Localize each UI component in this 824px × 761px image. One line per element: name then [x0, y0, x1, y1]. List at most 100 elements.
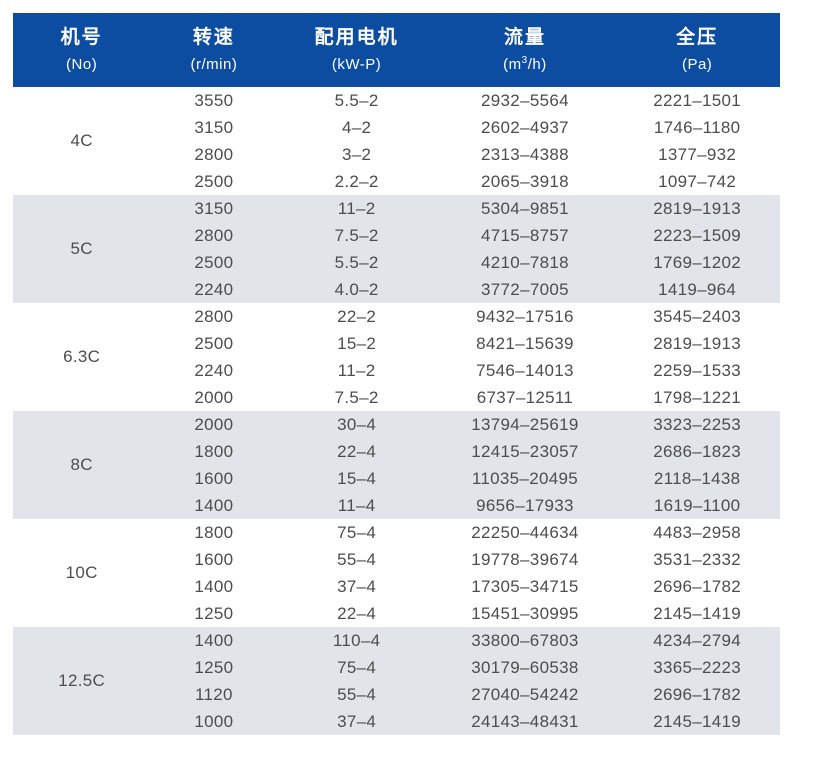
model-cell: 5C	[13, 195, 151, 303]
value-cell: 5304–9851	[435, 195, 615, 222]
table-row: 1000 37–4 24143–48431 2145–1419	[13, 708, 780, 735]
fan-spec-table: 机号 (No) 转速 (r/min) 配用电机 (kW-P) 流量 (m3/h)…	[13, 13, 780, 735]
value-cell: 1400	[150, 492, 278, 519]
value-cell: 19778–39674	[435, 546, 615, 573]
value-cell: 30–4	[277, 411, 436, 438]
table-row: 2500 15–2 8421–15639 2819–1913	[13, 330, 780, 357]
value-cell: 2819–1913	[614, 195, 780, 222]
table-row: 2500 2.2–2 2065–3918 1097–742	[13, 168, 780, 195]
value-cell: 2686–1823	[614, 438, 780, 465]
value-cell: 1800	[150, 438, 278, 465]
value-cell: 9656–17933	[435, 492, 615, 519]
value-cell: 15–2	[277, 330, 436, 357]
value-cell: 13794–25619	[435, 411, 615, 438]
value-cell: 1419–964	[614, 276, 780, 303]
value-cell: 22250–44634	[435, 519, 615, 546]
value-cell: 1619–1100	[614, 492, 780, 519]
value-cell: 5.5–2	[277, 249, 436, 276]
value-cell: 110–4	[277, 627, 436, 654]
table-row: 2240 11–2 7546–14013 2259–1533	[13, 357, 780, 384]
table-row: 4C 3550 5.5–2 2932–5564 2221–1501	[13, 87, 780, 195]
spec-table-body: 4C 3550 5.5–2 2932–5564 2221–1501 3150 4–2 2602…	[13, 87, 780, 735]
value-cell: 2696–1782	[614, 573, 780, 600]
table-row: 6.3C 2800 22–2 9432–17516 3545–2403	[13, 303, 780, 411]
value-cell: 1000	[150, 708, 278, 735]
value-cell: 4–2	[277, 114, 436, 141]
value-cell: 3150	[150, 195, 278, 222]
value-cell: 2602–4937	[435, 114, 615, 141]
value-cell: 2145–1419	[614, 708, 780, 735]
value-cell: 1798–1221	[614, 384, 780, 411]
value-cell: 33800–67803	[435, 627, 615, 654]
header-row: 机号 (No) 转速 (r/min) 配用电机 (kW-P) 流量 (m3/h)…	[13, 13, 780, 87]
value-cell: 12415–23057	[435, 438, 615, 465]
column-header-speed-label: 转速	[192, 26, 235, 48]
value-cell: 1800	[150, 519, 278, 546]
column-header-motor-unit: (kW-P)	[331, 56, 382, 74]
value-cell: 6737–12511	[435, 384, 615, 411]
column-header-motor-label: 配用电机	[314, 26, 399, 48]
value-cell: 75–4	[277, 654, 436, 681]
value-cell: 2.2–2	[277, 168, 436, 195]
column-header-model-label: 机号	[60, 26, 103, 48]
value-cell: 2259–1533	[614, 357, 780, 384]
column-header-speed: 转速 (r/min)	[150, 13, 278, 87]
column-header-model: 机号 (No)	[13, 13, 151, 87]
model-cell: 6.3C	[13, 303, 151, 411]
value-cell: 1600	[150, 465, 278, 492]
value-cell: 3150	[150, 114, 278, 141]
value-cell: 2221–1501	[614, 87, 780, 114]
table-row: 8C 2000 30–4 13794–25619 3323–2253	[13, 411, 780, 519]
value-cell: 3545–2403	[614, 303, 780, 330]
value-cell: 7.5–2	[277, 384, 436, 411]
column-header-pressure-unit: (Pa)	[681, 56, 713, 74]
value-cell: 22–4	[277, 600, 436, 627]
column-header-pressure-label: 全压	[676, 26, 719, 48]
value-cell: 2800	[150, 222, 278, 249]
value-cell: 1250	[150, 600, 278, 627]
value-cell: 27040–54242	[435, 681, 615, 708]
model-cell: 8C	[13, 411, 151, 519]
column-header-flow-label: 流量	[503, 26, 546, 48]
column-header-flow: 流量 (m3/h)	[435, 13, 615, 87]
value-cell: 4234–2794	[614, 627, 780, 654]
value-cell: 2696–1782	[614, 681, 780, 708]
value-cell: 2500	[150, 249, 278, 276]
value-cell: 22–4	[277, 438, 436, 465]
value-cell: 1377–932	[614, 141, 780, 168]
value-cell: 4210–7818	[435, 249, 615, 276]
table-row: 1600 15–4 11035–20495 2118–1438	[13, 465, 780, 492]
table-row: 1250 22–4 15451–30995 2145–1419	[13, 600, 780, 627]
value-cell: 1250	[150, 654, 278, 681]
value-cell: 30179–60538	[435, 654, 615, 681]
value-cell: 55–4	[277, 681, 436, 708]
value-cell: 3772–7005	[435, 276, 615, 303]
value-cell: 3365–2223	[614, 654, 780, 681]
table-row: 2240 4.0–2 3772–7005 1419–964	[13, 276, 780, 303]
value-cell: 5.5–2	[277, 87, 436, 114]
value-cell: 1769–1202	[614, 249, 780, 276]
value-cell: 2500	[150, 330, 278, 357]
value-cell: 3323–2253	[614, 411, 780, 438]
value-cell: 2145–1419	[614, 600, 780, 627]
table-row: 2800 7.5–2 4715–8757 2223–1509	[13, 222, 780, 249]
value-cell: 2819–1913	[614, 330, 780, 357]
value-cell: 2500	[150, 168, 278, 195]
value-cell: 2240	[150, 357, 278, 384]
value-cell: 4715–8757	[435, 222, 615, 249]
table-row: 12.5C 1400 110–4 33800–67803 4234–2794	[13, 627, 780, 735]
table-row: 1600 55–4 19778–39674 3531–2332	[13, 546, 780, 573]
table-row: 1400 37–4 17305–34715 2696–1782	[13, 573, 780, 600]
model-cell: 10C	[13, 519, 151, 627]
value-cell: 15–4	[277, 465, 436, 492]
value-cell: 2240	[150, 276, 278, 303]
table-row: 1250 75–4 30179–60538 3365–2223	[13, 654, 780, 681]
value-cell: 1400	[150, 573, 278, 600]
value-cell: 3–2	[277, 141, 436, 168]
value-cell: 1400	[150, 627, 278, 654]
value-cell: 3550	[150, 87, 278, 114]
value-cell: 1746–1180	[614, 114, 780, 141]
value-cell: 7.5–2	[277, 222, 436, 249]
value-cell: 2000	[150, 384, 278, 411]
